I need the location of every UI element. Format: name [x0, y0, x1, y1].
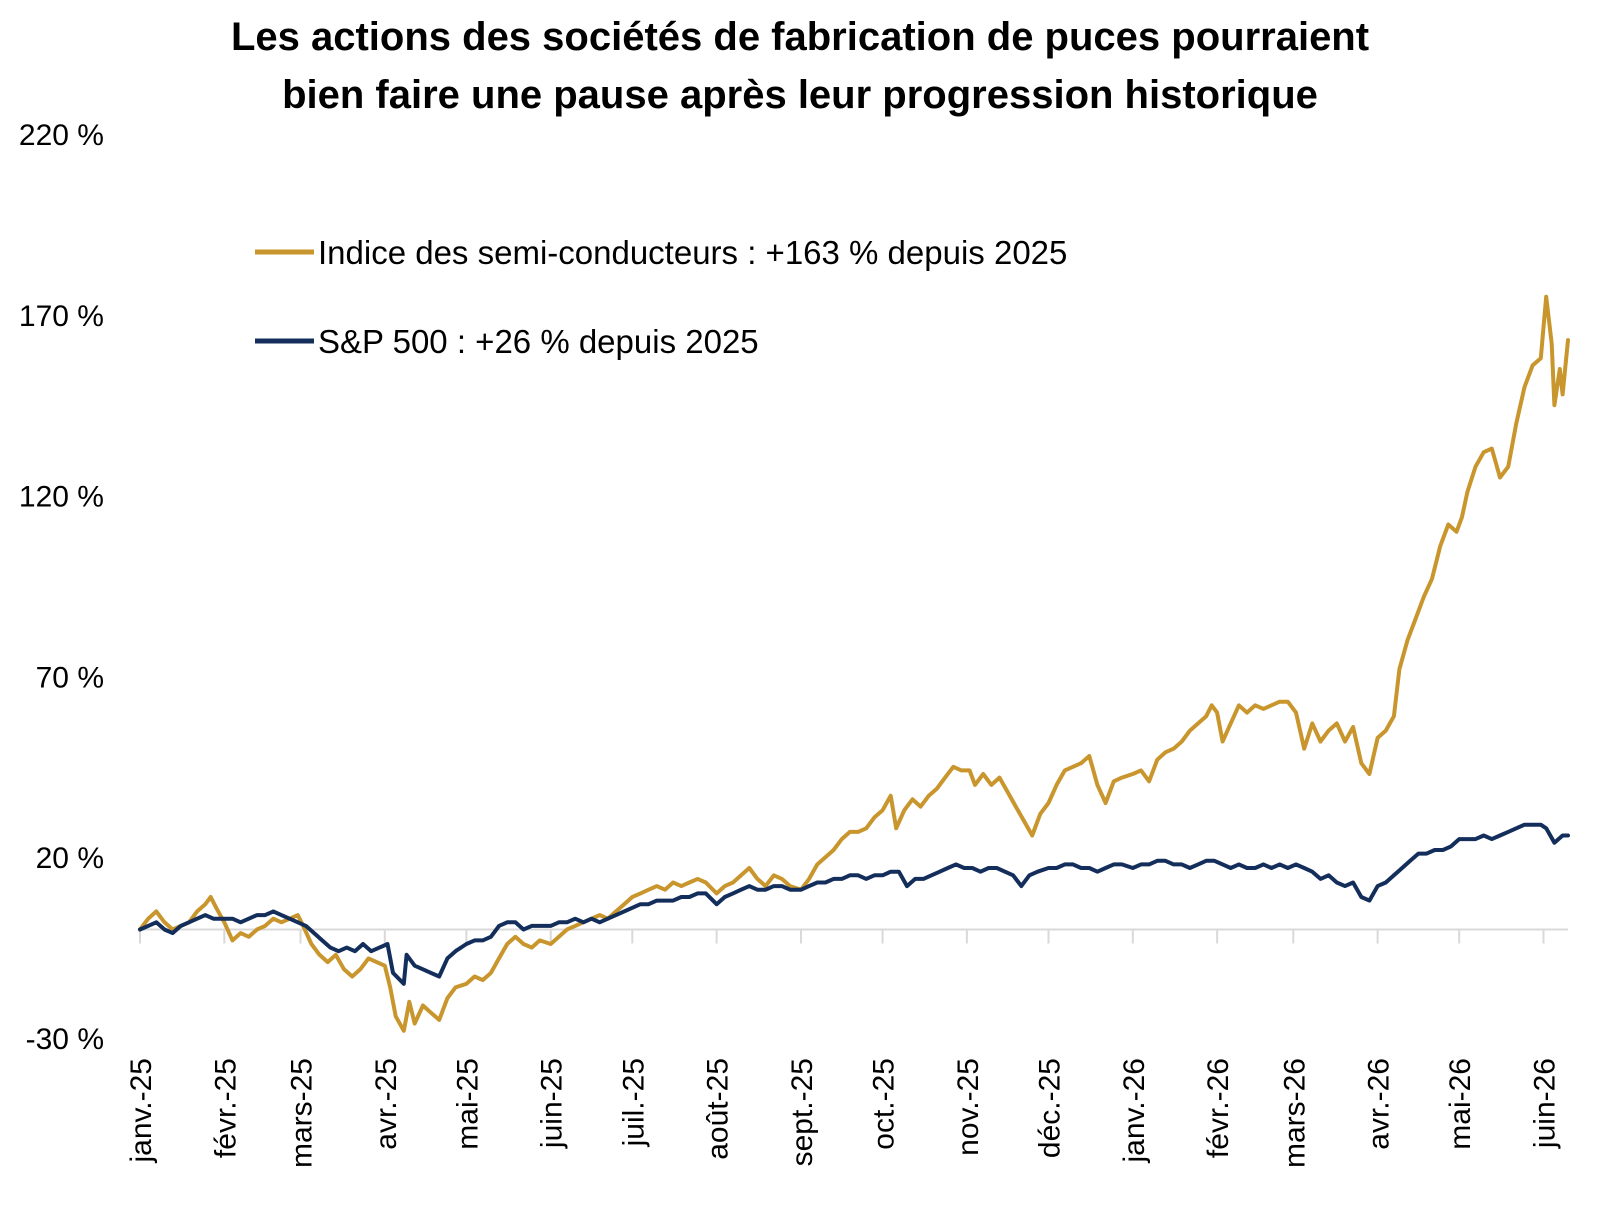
- x-tick-label: mars-26: [1278, 1058, 1311, 1168]
- chart-title: Les actions des sociétés de fabrication …: [0, 8, 1600, 124]
- x-tick-label: avr.-26: [1363, 1058, 1396, 1150]
- x-tick-label: juil.-25: [617, 1058, 650, 1147]
- chart-title-line-2: bien faire une pause après leur progress…: [282, 73, 1318, 117]
- x-axis: janv.-25 févr.-25 mars-25 avr.-25 mai-25 juin…: [125, 928, 1568, 1168]
- x-tick-label: oct.-25: [868, 1058, 901, 1150]
- chart-title-line-1: Les actions des sociétés de fabrication …: [230, 15, 1370, 59]
- y-tick-label: 120 %: [19, 481, 104, 514]
- x-tick-label: mars-25: [285, 1058, 318, 1168]
- x-tick-label: août-25: [702, 1058, 735, 1160]
- y-tick-label: 70 %: [36, 661, 104, 694]
- x-tick-label: nov.-25: [952, 1058, 985, 1156]
- y-tick-label: 220 %: [19, 119, 104, 152]
- x-tick-label: juin-25: [536, 1058, 569, 1149]
- legend: Indice des semi-conducteurs : +163 % dep…: [255, 234, 1067, 360]
- x-tick-label: janv.-26: [1118, 1058, 1151, 1164]
- x-tick-label: mai-25: [451, 1058, 484, 1150]
- series-line-semiconductors: [138, 294, 1570, 1033]
- series-layer: [138, 294, 1570, 1033]
- y-tick-label: 20 %: [36, 842, 104, 875]
- series-line-sp500: [138, 822, 1570, 986]
- y-tick-label: 170 %: [19, 300, 104, 333]
- legend-label: S&P 500 : +26 % depuis 2025: [318, 323, 759, 360]
- x-tick-label: févr.-25: [209, 1058, 242, 1158]
- legend-label: Indice des semi-conducteurs : +163 % dep…: [318, 234, 1067, 271]
- x-tick-label: mai-26: [1444, 1058, 1477, 1150]
- x-tick-label: janv.-25: [125, 1058, 158, 1164]
- x-tick-label: févr.-26: [1202, 1058, 1235, 1158]
- x-tick-label: déc.-25: [1033, 1058, 1066, 1158]
- x-tick-label: juin-26: [1529, 1058, 1562, 1149]
- x-tick-label: sept.-25: [786, 1058, 819, 1166]
- y-axis: -30 % 20 % 70 % 120 % 170 % 220 %: [19, 119, 104, 1056]
- x-tick-label: avr.-25: [370, 1058, 403, 1150]
- y-tick-label: -30 %: [26, 1023, 104, 1056]
